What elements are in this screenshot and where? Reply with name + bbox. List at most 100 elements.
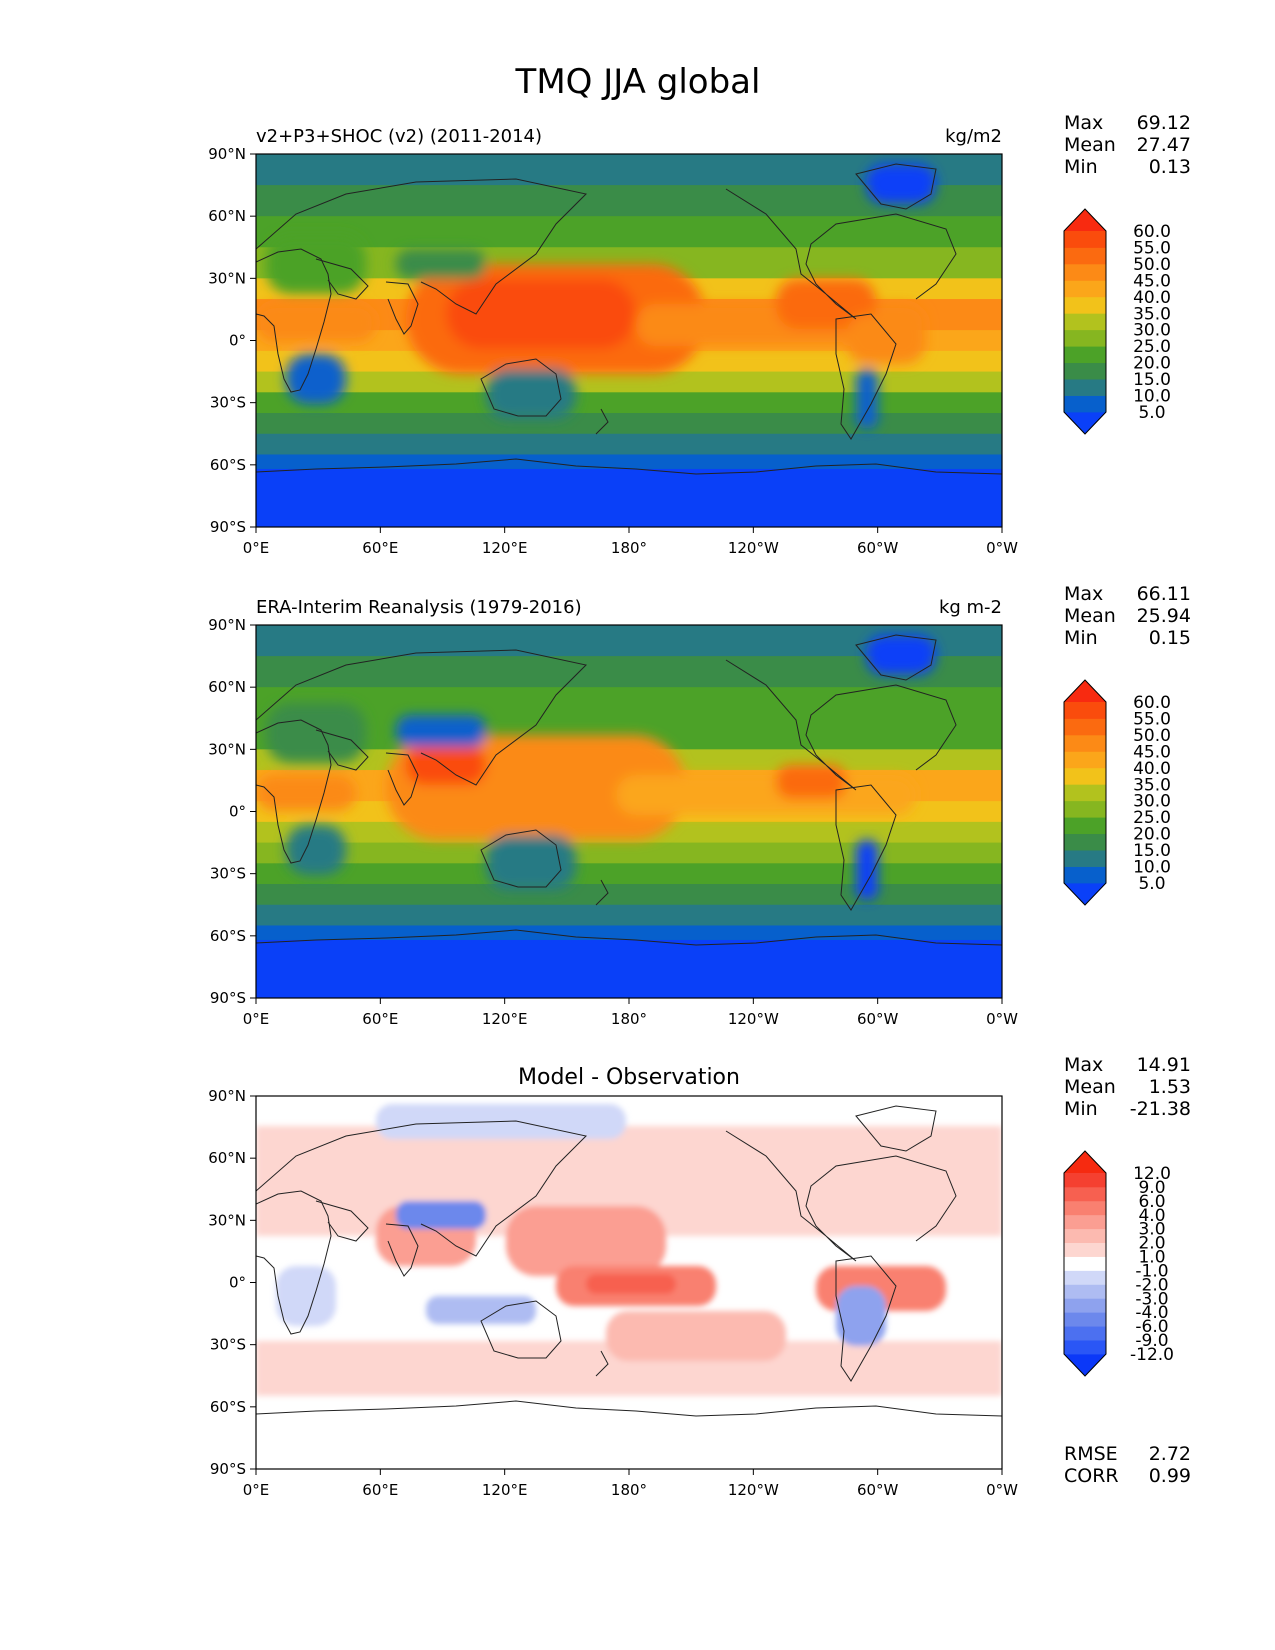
x-axis: 0°E 60°E 120°E 180° 120°W 60°W 0°W [243,527,1018,557]
colorbar-segment [1064,379,1106,396]
lat-band-9 [256,863,1002,885]
y-tick-label: 90°S [210,989,246,1007]
y-tick-label: 30°S [210,394,246,412]
tibet-dry [396,249,486,279]
coast-australia [480,358,562,417]
colorbar-segment [1064,702,1106,719]
coast-greenland [855,1105,937,1152]
field-features [256,635,936,900]
colorbar-tick-label: 10.0 [1133,858,1171,878]
x-tick-label: 0°W [986,1010,1018,1028]
colorbar-segment [1064,329,1106,347]
lat-band-11 [256,433,1002,455]
stat-value: 14.91 [1137,1054,1191,1076]
metrics-box: RMSE 2.72 CORR 0.99 [1064,1443,1191,1487]
y-tick-label: 90°S [210,1460,246,1478]
coast-asia [256,1120,588,1257]
stat-label: Min [1064,627,1098,649]
south-africa-dry [286,825,346,875]
colorbar-tick-label: 6.0 [1138,1192,1165,1212]
lat-band-10 [256,884,1002,906]
warm-pool-core [446,279,636,349]
stat-label: Max [1064,583,1103,605]
lat-band-2 [256,687,1002,719]
colorbar-segment [1064,247,1106,265]
y-tick-label: 30°S [210,865,246,883]
map-field [256,154,1002,527]
colorbar-outline [1063,1150,1107,1377]
x-tick-label: 60°W [857,1010,899,1028]
stat-label: Mean [1064,605,1116,627]
colorbar-tick-label: -2.0 [1135,1275,1168,1295]
indian-ocean-neg [426,1296,536,1324]
metric-value: 2.72 [1149,1443,1191,1465]
sahara-dry [266,234,366,294]
x-tick-label: 120°W [728,539,779,557]
colorbar-tick-label: -6.0 [1135,1317,1168,1337]
y-tick-label: 60°N [208,1149,246,1167]
equatorial-core [586,1274,676,1294]
stats-box: Max 14.91 Mean 1.53 Min -21.38 [1064,1054,1191,1120]
x-tick-label: 120°E [482,539,528,557]
antarctic-zero [256,1396,1002,1469]
x-tick-label: 120°E [482,1010,528,1028]
pacific-pos [506,1206,666,1276]
coast-north-america [725,188,957,320]
africa-neg [276,1266,336,1326]
itcz-atlantic [256,304,376,342]
x-tick-label: 0°E [243,539,270,557]
y-tick-label: 0° [229,1274,246,1292]
colorbar-extend-max [1064,209,1106,231]
colorbar-tick-label: -1.0 [1135,1261,1168,1281]
sahara-dry [266,703,366,763]
colorbar-outline [1063,679,1107,906]
map-field [256,625,1002,998]
colorbar: 5.010.015.020.025.030.035.040.045.050.05… [1063,679,1171,906]
coastlines [256,634,1002,946]
colorbar-segment [1064,1173,1106,1188]
colorbar-segment [1064,1326,1106,1341]
field-features [256,1104,1002,1469]
y-tick-label: 60°S [210,927,246,945]
x-tick-label: 60°W [857,1481,899,1499]
central-america-moist [776,765,846,799]
x-tick-label: 180° [611,1010,647,1028]
lat-band-10 [256,413,1002,435]
colorbar-segment [1064,1256,1106,1271]
colorbar-tick-label: 5.0 [1138,874,1165,894]
stats-box: Max 66.11 Mean 25.94 Min 0.15 [1064,583,1191,649]
colorbar-segment [1064,1200,1106,1216]
amazon-moist [846,314,926,364]
coast-north-america [725,659,957,791]
coast-arabia [315,729,369,771]
coast-africa [256,248,332,393]
colorbar-extend-min [1064,1354,1106,1376]
colorbar-tick-label: 50.0 [1133,255,1171,275]
colorbar-tick-label: 3.0 [1138,1220,1165,1240]
colorbar-tick-label: 45.0 [1133,742,1171,762]
colorbar-segment [1064,362,1106,380]
colorbar-outline [1063,208,1107,435]
colorbar-extend-max [1064,680,1106,702]
y-axis: 90°N 60°N 30°N 0° 30°S 60°S 90°S [208,145,256,536]
colorbar-segment [1064,231,1106,248]
panel-title: v2+P3+SHOC (v2) (2011-2014) [256,126,542,147]
colorbar-segment [1064,1214,1106,1230]
y-axis: 90°N 60°N 30°N 0° 30°S 60°S 90°S [208,1087,256,1478]
colorbar-tick-label: 35.0 [1133,304,1171,324]
y-tick-label: 60°N [208,678,246,696]
stat-label: Min [1064,1098,1098,1120]
stats-box: Max 69.12 Mean 27.47 Min 0.13 [1064,112,1191,178]
colorbar-tick-label: 40.0 [1133,288,1171,308]
metric-label: RMSE [1064,1443,1118,1465]
colorbar-tick-label: 40.0 [1133,759,1171,779]
andes-dry [856,369,878,429]
x-tick-label: 120°W [728,1481,779,1499]
y-tick-label: 90°N [208,1087,246,1105]
x-axis: 0°E 60°E 120°E 180° 120°W 60°W 0°W [243,1469,1018,1499]
colorbar-segment [1064,395,1106,413]
colorbar-segment [1064,866,1106,884]
colorbar-tick-label: 25.0 [1133,808,1171,828]
colorbar-tick-label: 60.0 [1133,693,1171,713]
lat-band-13 [256,939,1002,998]
